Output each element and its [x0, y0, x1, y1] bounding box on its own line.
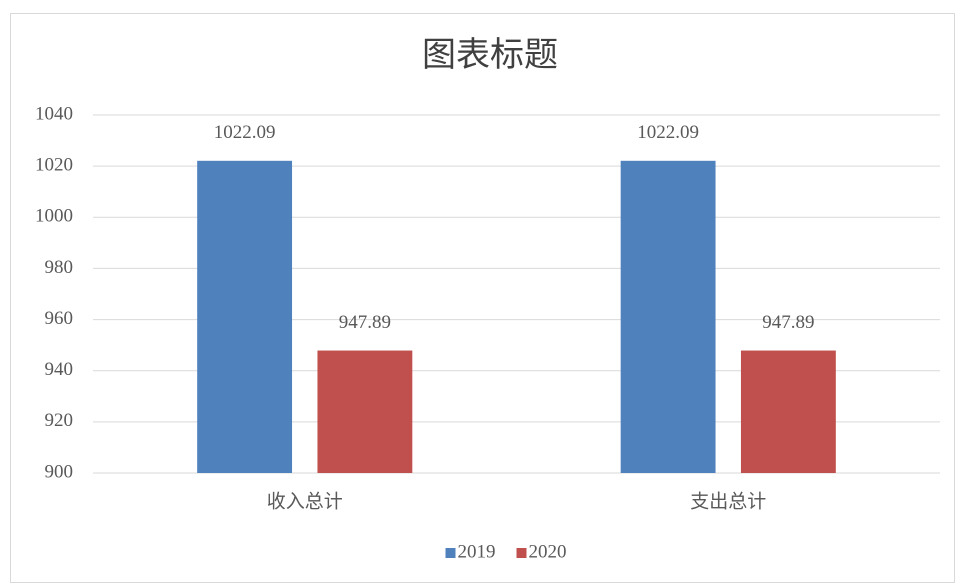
legend-label: 2019 — [458, 541, 496, 562]
legend-swatch — [516, 548, 527, 558]
legend-label: 2020 — [529, 541, 567, 562]
y-tick-label: 980 — [45, 257, 74, 278]
y-tick-label: 960 — [45, 308, 74, 329]
y-tick-label: 940 — [45, 359, 74, 380]
legend-swatch — [445, 548, 456, 558]
chart-frame — [10, 13, 955, 583]
bar — [197, 160, 293, 473]
x-tick-label: 支出总计 — [690, 490, 766, 512]
y-tick-label: 1040 — [35, 103, 73, 124]
bar — [317, 350, 413, 473]
data-label: 1022.09 — [637, 122, 699, 143]
x-tick-label: 收入总计 — [267, 490, 343, 512]
y-tick-label: 920 — [45, 410, 74, 431]
y-tick-label: 1020 — [35, 155, 73, 176]
y-tick-label: 900 — [45, 461, 74, 482]
y-tick-label: 1000 — [35, 206, 73, 227]
bar — [620, 160, 716, 473]
data-label: 1022.09 — [214, 122, 276, 143]
data-label: 947.89 — [762, 312, 814, 333]
data-label: 947.89 — [339, 312, 391, 333]
bar — [740, 350, 836, 473]
chart-title: 图表标题 — [422, 36, 558, 74]
